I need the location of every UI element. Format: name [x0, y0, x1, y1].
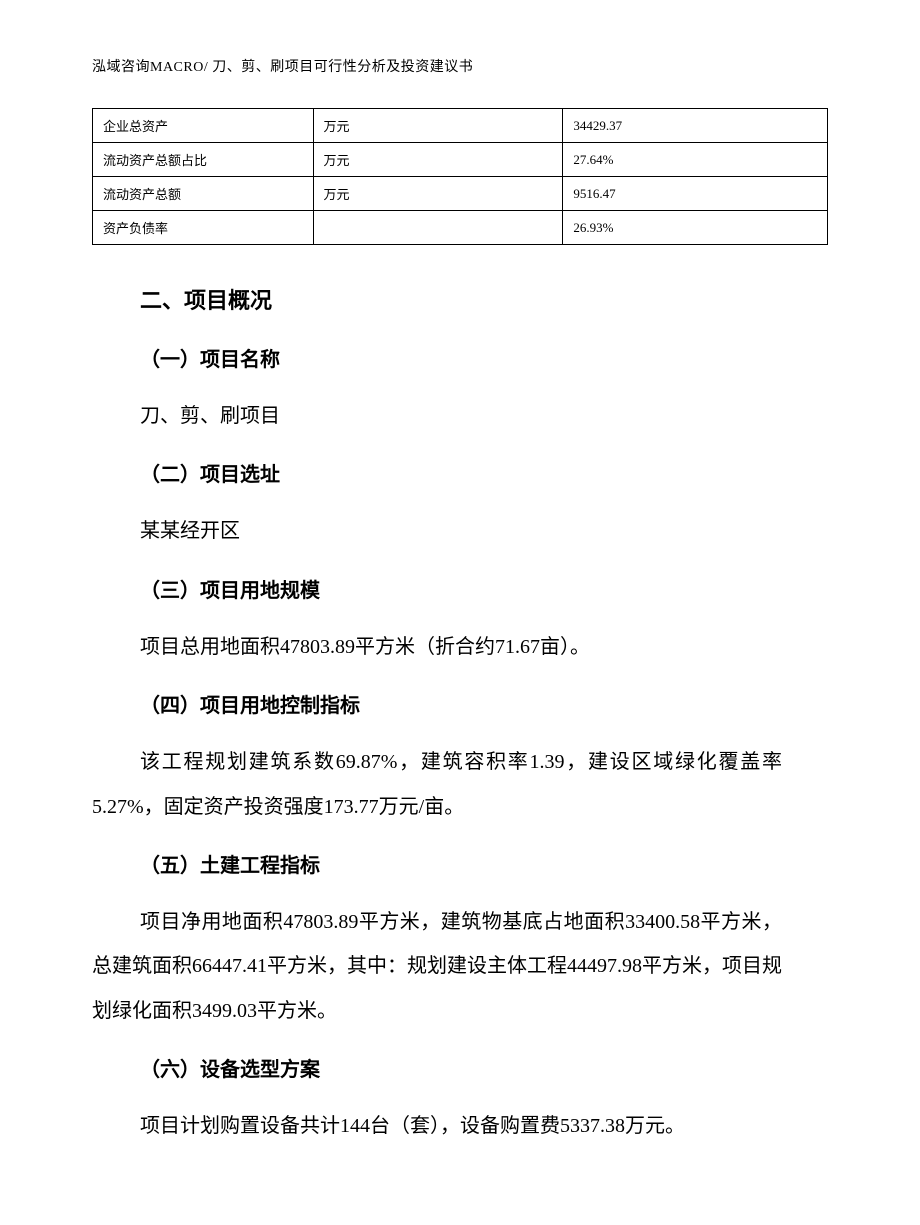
paragraph: 某某经开区: [140, 509, 780, 553]
cell-value: 26.93%: [563, 211, 828, 245]
paragraph: 项目计划购置设备共计144台（套），设备购置费5337.38万元。: [140, 1104, 780, 1148]
cell-label: 流动资产总额占比: [93, 143, 314, 177]
page: 泓域咨询MACRO/ 刀、剪、刷项目可行性分析及投资建议书 企业总资产 万元 3…: [0, 0, 920, 1225]
cell-value: 27.64%: [563, 143, 828, 177]
content-body: 二、项目概况 （一）项目名称 刀、剪、刷项目 （二）项目选址 某某经开区 （三）…: [92, 283, 828, 1149]
table-row: 流动资产总额占比 万元 27.64%: [93, 143, 828, 177]
section-heading: 二、项目概况: [140, 283, 780, 315]
subsection-heading: （三）项目用地规模: [140, 574, 780, 603]
cell-unit: 万元: [313, 143, 563, 177]
paragraph: 刀、剪、刷项目: [140, 394, 780, 438]
subsection-heading: （六）设备选型方案: [140, 1053, 780, 1082]
cell-unit: 万元: [313, 109, 563, 143]
subsection-heading: （一）项目名称: [140, 343, 780, 372]
subsection-heading: （五）土建工程指标: [140, 849, 780, 878]
subsection-heading: （二）项目选址: [140, 458, 780, 487]
paragraph: 该工程规划建筑系数69.87%，建筑容积率1.39，建设区域绿化覆盖率5.27%…: [92, 740, 782, 829]
cell-unit: [313, 211, 563, 245]
subsection-heading: （四）项目用地控制指标: [140, 689, 780, 718]
financial-table: 企业总资产 万元 34429.37 流动资产总额占比 万元 27.64% 流动资…: [92, 108, 828, 245]
page-header: 泓域咨询MACRO/ 刀、剪、刷项目可行性分析及投资建议书: [92, 56, 828, 76]
cell-label: 资产负债率: [93, 211, 314, 245]
table-row: 资产负债率 26.93%: [93, 211, 828, 245]
cell-value: 34429.37: [563, 109, 828, 143]
paragraph: 项目总用地面积47803.89平方米（折合约71.67亩）。: [140, 625, 780, 669]
cell-unit: 万元: [313, 177, 563, 211]
paragraph: 项目净用地面积47803.89平方米，建筑物基底占地面积33400.58平方米，…: [92, 900, 782, 1033]
cell-label: 流动资产总额: [93, 177, 314, 211]
table-row: 流动资产总额 万元 9516.47: [93, 177, 828, 211]
cell-label: 企业总资产: [93, 109, 314, 143]
cell-value: 9516.47: [563, 177, 828, 211]
table-row: 企业总资产 万元 34429.37: [93, 109, 828, 143]
